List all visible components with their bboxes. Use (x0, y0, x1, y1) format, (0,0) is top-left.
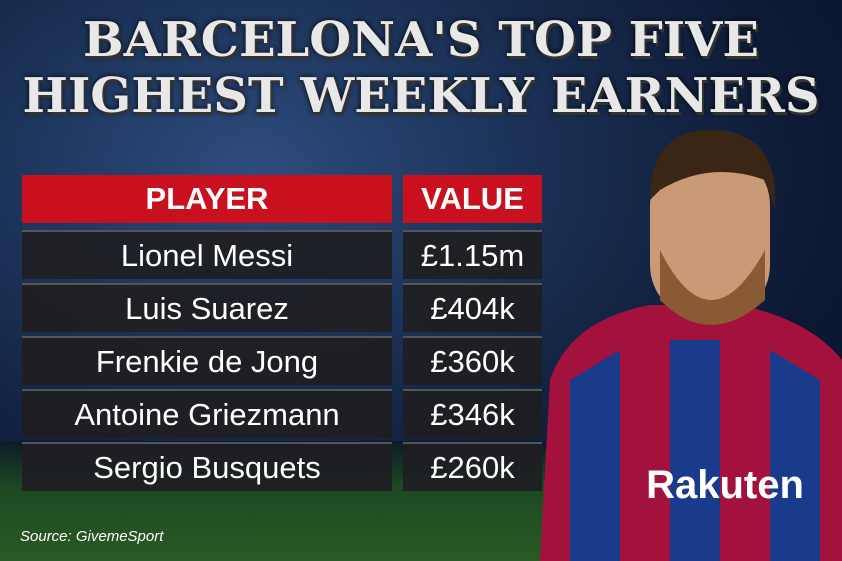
value-cell: £346k (403, 389, 542, 438)
header-cell: VALUE (403, 175, 542, 223)
header-cell: PLAYER (22, 175, 392, 223)
player-cell: Lionel Messi (22, 230, 392, 279)
title-line: HIGHEST WEEKLY EARNERS (22, 68, 820, 124)
title-line: BARCELONA'S TOP FIVE (83, 12, 759, 68)
player-photo: Rakuten (540, 130, 842, 561)
player-cell: Antoine Griezmann (22, 389, 392, 438)
value-cell: £404k (403, 283, 542, 332)
value-cell: £1.15m (403, 230, 542, 279)
player-cell: Sergio Busquets (22, 442, 392, 491)
value-cell: £360k (403, 336, 542, 385)
source-note: Source: GivemeSport (20, 528, 164, 545)
player-cell: Frenkie de Jong (22, 336, 392, 385)
player-cell: Luis Suarez (22, 283, 392, 332)
value-cell: £260k (403, 442, 542, 491)
shirt-sponsor: Rakuten (646, 463, 804, 507)
